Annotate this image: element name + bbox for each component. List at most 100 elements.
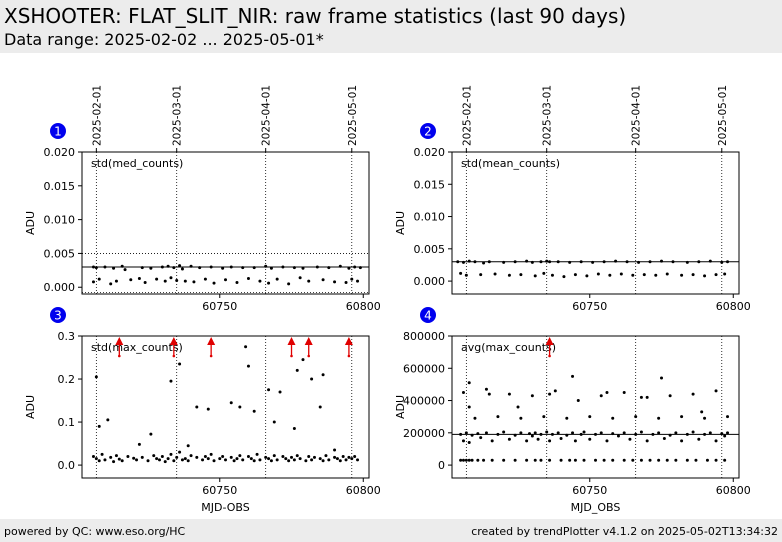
data-point bbox=[533, 458, 537, 462]
data-point bbox=[195, 405, 199, 409]
data-point bbox=[275, 277, 279, 281]
data-point bbox=[548, 392, 552, 396]
data-point bbox=[229, 265, 233, 269]
data-point bbox=[267, 281, 271, 285]
data-point bbox=[353, 454, 357, 458]
data-point bbox=[648, 458, 652, 462]
data-point bbox=[525, 259, 529, 263]
data-point bbox=[198, 266, 202, 270]
data-point bbox=[335, 457, 339, 461]
data-point bbox=[527, 432, 531, 436]
data-point bbox=[267, 388, 271, 392]
data-point bbox=[482, 261, 486, 265]
data-point bbox=[579, 432, 583, 436]
data-point bbox=[137, 276, 141, 280]
data-point bbox=[160, 454, 164, 458]
x-tick-label: 60750 bbox=[572, 484, 607, 497]
data-point bbox=[680, 415, 684, 419]
data-point bbox=[726, 431, 730, 435]
data-point bbox=[591, 260, 595, 264]
data-point bbox=[519, 273, 523, 277]
data-point bbox=[269, 266, 273, 270]
data-point bbox=[258, 279, 262, 283]
data-point bbox=[264, 455, 268, 459]
data-point bbox=[341, 454, 345, 458]
data-point bbox=[97, 424, 101, 428]
y-tick-label: 0.015 bbox=[414, 178, 446, 191]
data-point bbox=[290, 455, 294, 459]
data-point bbox=[229, 401, 233, 405]
data-point bbox=[594, 432, 597, 436]
data-point bbox=[461, 390, 465, 394]
data-point bbox=[238, 454, 242, 458]
data-point bbox=[189, 264, 193, 268]
data-point bbox=[315, 265, 319, 269]
data-point bbox=[470, 433, 474, 437]
data-point bbox=[295, 368, 299, 372]
data-point bbox=[660, 259, 664, 263]
data-point bbox=[464, 458, 468, 462]
data-point bbox=[585, 274, 589, 278]
data-point bbox=[459, 432, 463, 436]
outlier-arrow-base bbox=[118, 354, 121, 358]
plot-frame bbox=[451, 335, 740, 479]
data-point bbox=[588, 415, 592, 419]
data-point bbox=[637, 260, 641, 264]
data-point bbox=[321, 278, 325, 282]
data-point bbox=[703, 274, 707, 278]
data-point bbox=[333, 448, 337, 452]
data-point bbox=[333, 280, 337, 284]
data-point bbox=[298, 276, 302, 280]
data-point bbox=[671, 260, 675, 264]
data-point bbox=[235, 281, 239, 285]
data-point bbox=[252, 459, 256, 463]
data-point bbox=[516, 405, 520, 409]
x-tick-label: 60750 bbox=[202, 484, 237, 497]
data-point bbox=[206, 407, 210, 411]
x-tick-label: 60750 bbox=[572, 300, 607, 313]
data-point bbox=[180, 267, 184, 271]
data-point bbox=[344, 458, 348, 462]
date-tick-label: 2025-05-01 bbox=[347, 85, 359, 146]
outlier-arrow-head bbox=[545, 337, 554, 345]
data-point bbox=[539, 458, 543, 462]
plot-frame bbox=[451, 151, 740, 295]
data-point bbox=[149, 266, 153, 270]
data-point bbox=[568, 458, 572, 462]
data-point bbox=[467, 405, 471, 409]
data-point bbox=[545, 259, 549, 263]
data-point bbox=[559, 436, 563, 440]
data-point bbox=[513, 433, 517, 437]
data-point bbox=[565, 433, 569, 437]
data-point bbox=[484, 387, 488, 391]
data-point bbox=[625, 260, 629, 264]
data-point bbox=[212, 459, 216, 463]
data-point bbox=[611, 432, 615, 436]
plot-frame bbox=[81, 335, 370, 479]
data-point bbox=[327, 458, 331, 462]
date-tick-label: 2025-02-01 bbox=[91, 85, 103, 146]
footer-powered-by[interactable]: powered by QC: www.eso.org/HC bbox=[4, 525, 186, 538]
data-point bbox=[634, 432, 638, 436]
chart-panel-4: 0 200000 400000 600000 800000 60750 60800 ADU MJ… bbox=[394, 307, 751, 514]
data-point bbox=[137, 442, 141, 446]
data-point bbox=[123, 268, 127, 272]
data-point bbox=[605, 439, 609, 443]
data-point bbox=[694, 458, 698, 462]
data-point bbox=[548, 439, 552, 443]
data-point bbox=[172, 266, 176, 270]
data-point bbox=[639, 395, 643, 399]
data-point bbox=[533, 431, 537, 435]
data-point bbox=[619, 272, 623, 276]
data-point bbox=[272, 420, 276, 424]
data-point bbox=[631, 458, 635, 462]
data-point bbox=[513, 260, 517, 264]
data-point bbox=[91, 454, 95, 458]
data-point bbox=[264, 264, 268, 268]
data-point bbox=[169, 379, 173, 383]
data-point bbox=[502, 458, 506, 462]
trend-plots: 2025-02-01 2025-03-01 2025-04-01 2025-05-01… bbox=[24, 85, 751, 514]
data-point bbox=[91, 265, 95, 269]
data-point bbox=[487, 260, 491, 264]
data-point bbox=[155, 277, 159, 281]
